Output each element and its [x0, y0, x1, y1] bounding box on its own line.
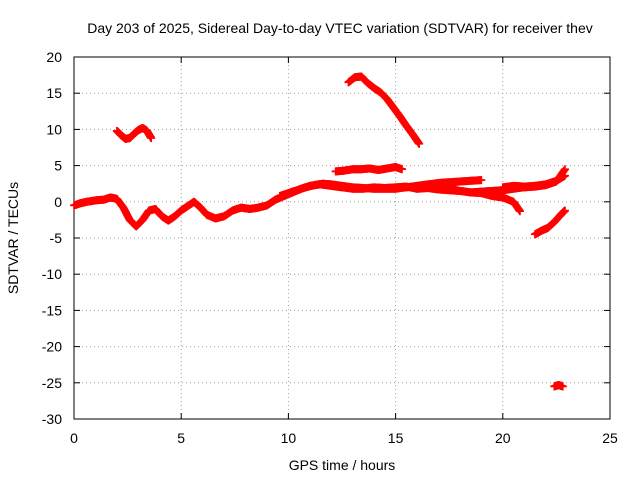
- x-tick-label: 5: [177, 430, 185, 446]
- series-arc-outlier: [550, 380, 567, 391]
- data-point: [147, 134, 156, 143]
- y-tick-label: -30: [42, 411, 62, 427]
- x-tick-label: 0: [70, 430, 78, 446]
- y-tick-label: -20: [42, 339, 62, 355]
- y-tick-label: -25: [42, 375, 62, 391]
- y-axis-label: SDTVAR / TECUs: [5, 182, 21, 294]
- series-arc-mid-high: [331, 163, 407, 176]
- series-arc-late-low: [530, 206, 569, 239]
- series-arc-late-band: [498, 171, 569, 192]
- y-tick-label: 10: [46, 121, 62, 137]
- y-tick-label: -10: [42, 266, 62, 282]
- grid-lines: [74, 57, 610, 419]
- y-tick-label: 15: [46, 85, 62, 101]
- x-tick-label: 15: [388, 430, 404, 446]
- data-point: [560, 171, 569, 180]
- axis-ticks: [73, 56, 611, 420]
- y-tick-label: 20: [46, 49, 62, 65]
- data-point: [398, 165, 407, 174]
- series-arc-upper-long: [275, 176, 486, 201]
- data-point: [560, 206, 569, 215]
- series-arc-left-upper: [112, 123, 156, 143]
- series-arc-high-decline: [344, 72, 424, 148]
- y-tick-label: 0: [54, 194, 62, 210]
- data-point: [477, 176, 486, 185]
- x-tick-label: 25: [602, 430, 618, 446]
- data-point: [558, 382, 567, 391]
- y-tick-label: 5: [54, 158, 62, 174]
- data-point: [415, 139, 424, 148]
- tick-labels: 0 5 10 15 20 25 -30 -25 -20 -15 -10 -5 0 5 10 15 20: [42, 49, 618, 446]
- data-point: [515, 207, 524, 216]
- chart-title: Day 203 of 2025, Sidereal Day-to-day VTE…: [87, 20, 593, 36]
- y-tick-label: -5: [50, 230, 63, 246]
- data-points: [70, 72, 569, 391]
- x-axis-label: GPS time / hours: [289, 457, 396, 473]
- x-tick-label: 10: [281, 430, 297, 446]
- x-tick-label: 20: [495, 430, 511, 446]
- y-tick-label: -15: [42, 302, 62, 318]
